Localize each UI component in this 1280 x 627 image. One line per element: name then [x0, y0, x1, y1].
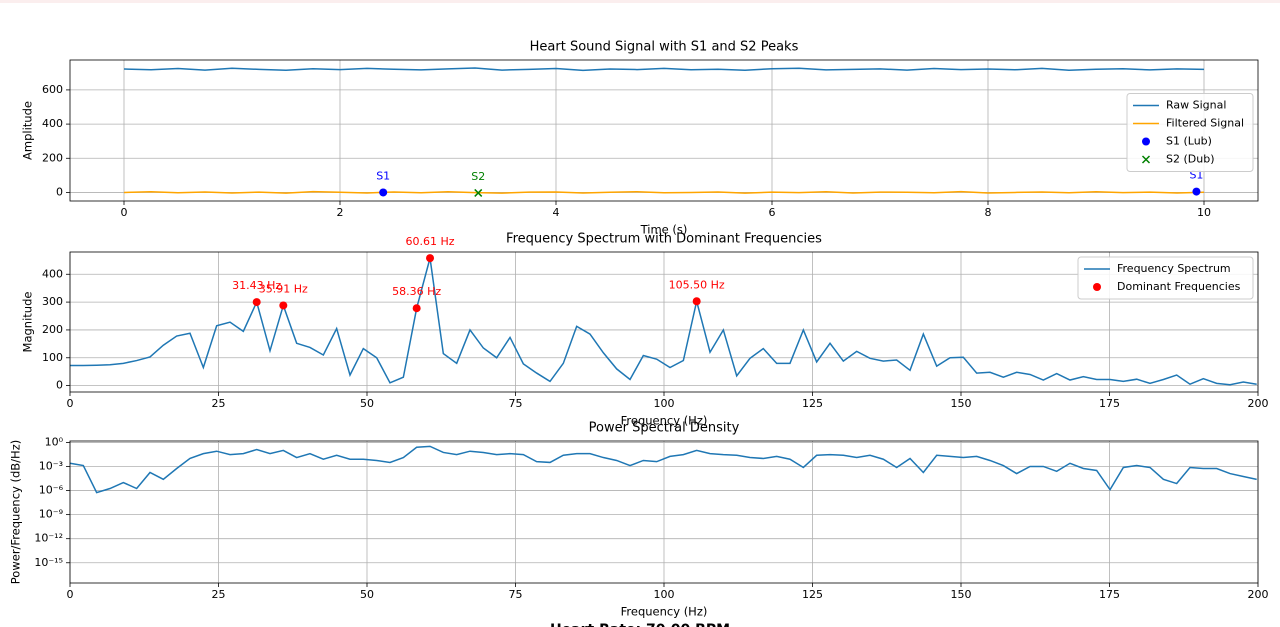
axes-frame	[69, 251, 1259, 393]
legend-label: Raw Signal	[1166, 99, 1226, 112]
y-tick-label: 10⁻¹⁵	[34, 556, 63, 569]
y-axis-label: Power/Frequency (dB/Hz)	[9, 440, 23, 584]
axes-frame	[69, 59, 1259, 202]
x-tick-label: 150	[951, 588, 972, 601]
marker	[426, 254, 435, 263]
x-tick-label: 2	[337, 206, 344, 219]
chart-title: Power Spectral Density	[589, 421, 740, 436]
x-tick-label: 0	[121, 206, 128, 219]
chart: 0 25 50 75 100 125 150 175 200 0 100 200 300 400 31.43…	[21, 232, 1269, 428]
point-label: 31.43 Hz	[232, 279, 281, 292]
legend-label: S2 (Dub)	[1166, 153, 1215, 166]
x-tick-label: 200	[1248, 588, 1269, 601]
y-tick-label: 10⁻⁹	[39, 508, 63, 521]
x-tick-label: 0	[67, 588, 74, 601]
x-axis-label: Time (s)	[640, 223, 688, 237]
x-tick-label: 175	[1099, 397, 1120, 410]
legend-label: Dominant Frequencies	[1117, 280, 1241, 293]
legend-box	[1126, 93, 1254, 172]
legend-label: Filtered Signal	[1166, 117, 1244, 130]
y-tick-label: 100	[42, 351, 63, 364]
x-tick-label: 6	[769, 206, 776, 219]
x-tick-label: 25	[212, 397, 226, 410]
x-axis-label: Frequency (Hz)	[621, 414, 708, 428]
x-tick-label: 50	[360, 588, 374, 601]
y-tick-label: 10⁻¹²	[34, 532, 63, 545]
y-tick-label: 10⁻³	[39, 459, 63, 472]
y-tick-label: 300	[42, 295, 63, 308]
line	[69, 445, 1257, 494]
point-label: 105.50 Hz	[669, 278, 725, 291]
top-strip	[0, 0, 1280, 3]
chart-title: Frequency Spectrum with Dominant Frequen…	[506, 232, 822, 247]
x-tick-label: 200	[1248, 397, 1269, 410]
y-tick-label: 200	[42, 323, 63, 336]
point-label: 35.91 Hz	[259, 282, 308, 295]
chart-title: Heart Sound Signal with S1 and S2 Peaks	[530, 40, 799, 55]
x-tick-label: 4	[553, 206, 560, 219]
y-tick-label: 10⁰	[45, 435, 64, 448]
legend: Frequency Spectrum Dominant Frequencies	[1077, 256, 1254, 300]
x-tick-label: 0	[67, 397, 74, 410]
y-tick-label: 600	[42, 83, 63, 96]
x-tick-label: 150	[951, 397, 972, 410]
y-tick-label: 400	[42, 117, 63, 130]
x-tick-label: 75	[509, 397, 523, 410]
line	[70, 257, 1257, 386]
x-tick-label: 125	[802, 397, 823, 410]
legend-label: Frequency Spectrum	[1117, 262, 1231, 275]
heart-rate: Heart Rate: 70.00 BPM	[550, 622, 730, 627]
marker	[279, 301, 288, 310]
chart: 0 25 50 75 100 125 150 175 200 10⁰ 10⁻³ 10⁻⁶ 10⁻⁹ 10⁻…	[9, 421, 1269, 619]
point-label: S1	[376, 169, 390, 182]
legend-label: S1 (Lub)	[1166, 135, 1212, 148]
marker	[379, 188, 388, 197]
x-tick-label: 8	[985, 206, 992, 219]
y-axis-label: Amplitude	[21, 101, 35, 160]
legend-box	[1077, 256, 1254, 300]
y-tick-label: 0	[56, 379, 63, 392]
y-tick-label: 10⁻⁶	[39, 484, 64, 497]
line	[123, 190, 1205, 194]
marker	[474, 188, 483, 197]
y-axis-label: Magnitude	[21, 292, 35, 353]
legend: Raw Signal Filtered Signal S1 (Lub) S2 (Dub…	[1126, 93, 1254, 172]
point-label: 58.36 Hz	[392, 285, 441, 298]
x-tick-label: 25	[212, 588, 226, 601]
y-tick-label: 200	[42, 151, 63, 164]
axes-frame	[69, 440, 1259, 584]
marker	[412, 304, 421, 313]
line	[123, 67, 1205, 72]
x-tick-label: 100	[654, 397, 675, 410]
y-tick-label: 0	[56, 185, 63, 198]
marker	[1142, 137, 1150, 146]
x-tick-label: 10	[1197, 206, 1211, 219]
point-label: 60.61 Hz	[405, 235, 454, 248]
marker	[252, 298, 261, 307]
y-tick-label: 400	[42, 267, 63, 280]
x-tick-label: 125	[802, 588, 823, 601]
point-label: S2	[471, 170, 485, 183]
marker	[692, 297, 701, 306]
marker	[1093, 283, 1101, 291]
x-tick-label: 100	[654, 588, 675, 601]
x-tick-label: 175	[1099, 588, 1120, 601]
marker	[1141, 155, 1151, 164]
x-axis-label: Frequency (Hz)	[621, 605, 708, 619]
x-tick-label: 75	[509, 588, 523, 601]
x-tick-label: 50	[360, 397, 374, 410]
marker	[1192, 187, 1201, 196]
